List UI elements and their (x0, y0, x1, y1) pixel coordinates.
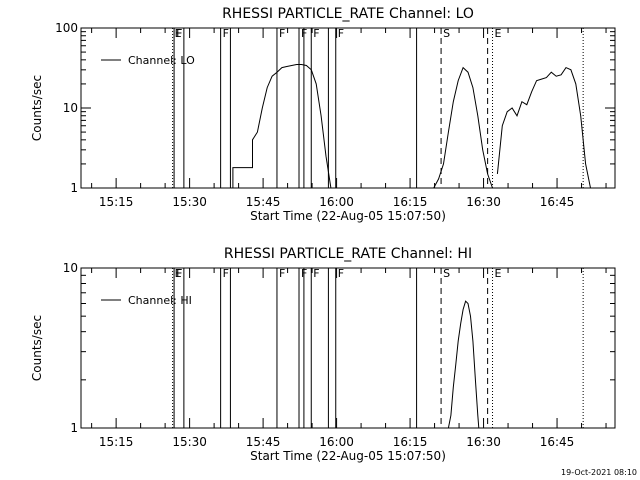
y-tick-label: 100 (55, 21, 78, 35)
flag-label: F (279, 27, 285, 40)
y-tick-label: 10 (63, 101, 78, 115)
x-tick-label: 16:15 (393, 195, 428, 209)
x-tick-label: 16:30 (466, 195, 501, 209)
x-tick-label: 15:15 (99, 435, 134, 449)
x-tick-label: 15:15 (99, 195, 134, 209)
chart-title: RHESSI PARTICLE_RATE Channel: HI (224, 246, 472, 262)
x-tick-label: 16:30 (466, 435, 501, 449)
flag-label: E (495, 27, 502, 40)
y-axis-label: Counts/sec (30, 315, 44, 381)
flag-label: F (223, 267, 229, 280)
flag-label: F (176, 267, 182, 280)
x-tick-label: 15:45 (246, 435, 281, 449)
x-axis-label: Start Time (22-Aug-05 15:07:50) (250, 449, 446, 463)
plot-frame (80, 267, 616, 429)
chart-title: RHESSI PARTICLE_RATE Channel: LO (222, 6, 474, 22)
flag-label: F (338, 27, 344, 40)
flag-label: F (338, 267, 344, 280)
flag-label: F (176, 27, 182, 40)
flag-label: E (175, 267, 182, 280)
x-tick-label: 16:00 (319, 195, 354, 209)
series-line (232, 64, 332, 189)
x-tick-label: 15:45 (246, 195, 281, 209)
flag-label: F (279, 267, 285, 280)
flag-label: E (495, 267, 502, 280)
x-tick-label: 16:45 (540, 435, 575, 449)
y-tick-label: 10 (63, 261, 78, 275)
flag-label: F (313, 267, 319, 280)
flag-label: S (443, 27, 450, 40)
y-tick-label: 1 (70, 421, 78, 435)
y-axis-label: Counts/sec (30, 75, 44, 141)
series-line (447, 300, 480, 429)
series-line (433, 66, 493, 189)
plot-timestamp: 19-Oct-2021 08:10 (561, 468, 637, 477)
flag-label: F (223, 27, 229, 40)
y-tick-label: 1 (70, 181, 78, 195)
legend-label: Channel: HI (128, 294, 192, 307)
legend-label: Channel: LO (128, 54, 195, 67)
x-axis-label: Start Time (22-Aug-05 15:07:50) (250, 209, 446, 223)
flag-label: F (313, 27, 319, 40)
flag-label: S (443, 267, 450, 280)
x-tick-label: 15:30 (172, 195, 207, 209)
x-tick-label: 16:15 (393, 435, 428, 449)
x-tick-label: 15:30 (172, 435, 207, 449)
x-tick-label: 16:45 (540, 195, 575, 209)
x-tick-label: 16:00 (319, 435, 354, 449)
flag-label: E (175, 27, 182, 40)
series-line (496, 66, 591, 189)
